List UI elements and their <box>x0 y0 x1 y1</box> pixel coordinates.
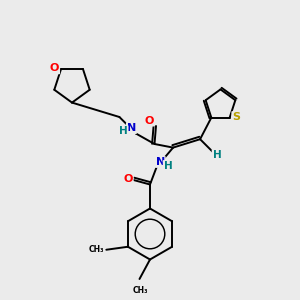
Text: S: S <box>232 112 240 122</box>
Text: O: O <box>145 116 154 126</box>
Text: N: N <box>127 123 136 133</box>
Text: O: O <box>50 63 59 74</box>
Text: CH₃: CH₃ <box>132 286 148 295</box>
Text: N: N <box>156 157 165 167</box>
Text: H: H <box>212 150 221 160</box>
Text: CH₃: CH₃ <box>88 245 104 254</box>
Text: O: O <box>123 174 133 184</box>
Text: H: H <box>119 126 128 136</box>
Text: H: H <box>164 161 172 171</box>
